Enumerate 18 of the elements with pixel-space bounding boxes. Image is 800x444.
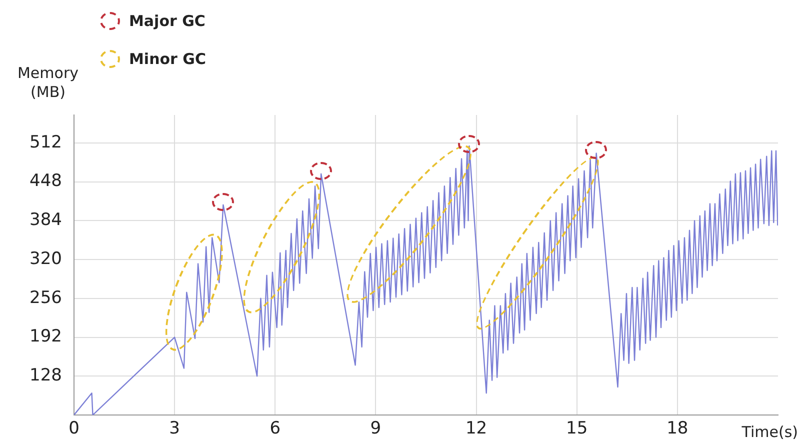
x-tick-label: 0	[68, 418, 80, 439]
y-tick-label: 512	[30, 132, 62, 152]
x-tick-label: 18	[666, 418, 688, 439]
x-tick-label: 3	[169, 418, 180, 439]
y-tick-label: 320	[30, 248, 62, 269]
y-tick-label: 448	[30, 171, 62, 192]
text: Minor GC	[129, 50, 206, 68]
x-tick-label: 6	[270, 418, 281, 439]
text: Major GC	[129, 12, 206, 30]
y-tick-label: 384	[30, 210, 62, 230]
x-tick-label: 15	[566, 418, 588, 439]
y-tick-label: 128	[30, 366, 62, 386]
y-axis-title: Memory (MB)	[16, 64, 80, 102]
x-tick-label: 12	[465, 418, 488, 439]
y-tick-label: 192	[30, 326, 62, 347]
x-axis-title: Time(s)	[742, 423, 798, 441]
x-tick-label: 9	[370, 418, 382, 439]
y-tick-label: 256	[30, 288, 62, 308]
